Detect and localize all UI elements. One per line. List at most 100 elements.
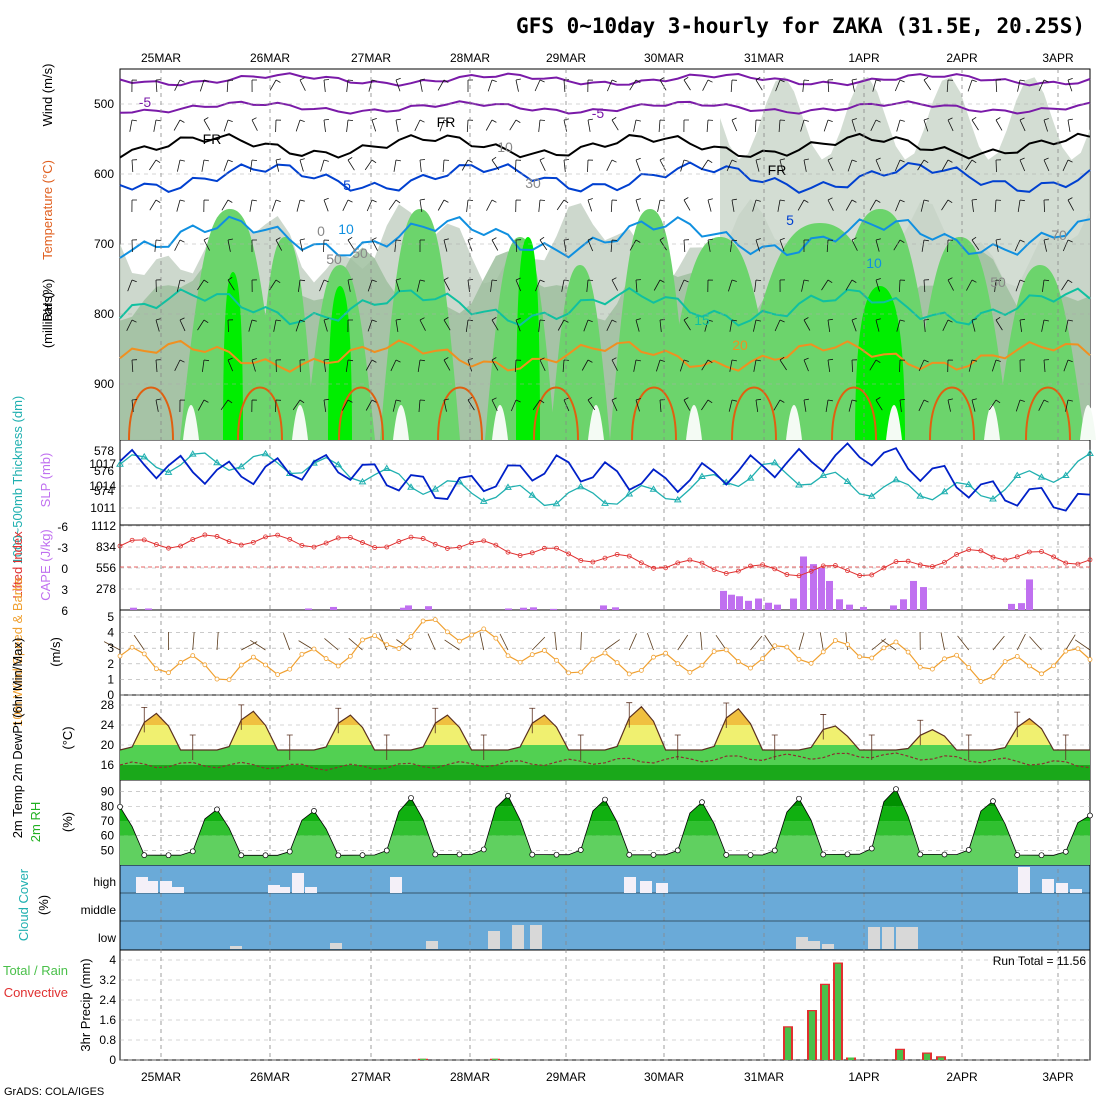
wind-barb bbox=[803, 398, 809, 412]
wind10-tick: 2 bbox=[107, 657, 114, 671]
wind-barb bbox=[827, 358, 834, 372]
wind-barb bbox=[774, 319, 785, 332]
li-marker bbox=[517, 553, 523, 558]
wind-barb bbox=[226, 79, 234, 93]
wind-barb bbox=[1043, 118, 1049, 132]
cape-label: CAPE (J/kg) bbox=[38, 529, 53, 601]
wind-barb bbox=[587, 237, 594, 252]
wind-barb bbox=[971, 199, 978, 212]
rh-marker bbox=[699, 799, 705, 806]
wind-barb bbox=[1067, 118, 1073, 132]
wind-barb bbox=[251, 117, 258, 131]
wind-barb bbox=[364, 159, 377, 171]
li-marker bbox=[457, 544, 462, 550]
cloud-low-bar bbox=[230, 946, 242, 949]
thickness-marker bbox=[552, 499, 561, 507]
temp-minmax-bar bbox=[432, 707, 439, 734]
wind10-marker bbox=[760, 656, 766, 662]
temp-minmax-bar bbox=[674, 734, 681, 760]
li-marker bbox=[481, 538, 487, 544]
wind-barb bbox=[323, 79, 330, 92]
temp-minmax-bar bbox=[529, 707, 536, 734]
wind-barb bbox=[155, 279, 162, 293]
cape-bar bbox=[728, 594, 735, 610]
wind-barb bbox=[515, 199, 522, 213]
wind-barb bbox=[323, 358, 330, 372]
wind-barb bbox=[801, 279, 809, 292]
wind-barb bbox=[606, 159, 617, 171]
date-label-top: 31MAR bbox=[744, 51, 784, 65]
slp-panel bbox=[119, 439, 1091, 526]
thickness-marker bbox=[164, 468, 173, 475]
wind-barb bbox=[826, 239, 834, 253]
wind-barb bbox=[485, 119, 497, 131]
wind10-marker bbox=[881, 645, 887, 651]
precip-total-label: Total / Rain bbox=[3, 963, 68, 978]
temp-minmax-bar bbox=[917, 719, 924, 746]
cloud-high-bar bbox=[1018, 867, 1030, 893]
li-tick: 0 bbox=[61, 562, 68, 576]
rh-marker bbox=[747, 852, 754, 858]
wind10-marker bbox=[1002, 659, 1008, 665]
wind-barb bbox=[728, 399, 737, 412]
cape-bar bbox=[530, 607, 537, 610]
wind-barb bbox=[393, 159, 401, 172]
wind10-marker bbox=[978, 679, 984, 684]
wind-barb bbox=[1019, 359, 1026, 373]
wind-barb bbox=[538, 319, 546, 332]
li-marker bbox=[954, 552, 960, 557]
wind-barb bbox=[443, 277, 451, 291]
cape-bar bbox=[920, 587, 927, 610]
wind-barb bbox=[653, 279, 665, 291]
wind-barb bbox=[1067, 78, 1073, 92]
rh-marker bbox=[214, 806, 220, 813]
temp2m-tick: 24 bbox=[101, 718, 115, 732]
wind-barb bbox=[777, 199, 785, 212]
rh-marker bbox=[189, 848, 196, 855]
thickness-marker bbox=[261, 449, 270, 457]
wind-barb bbox=[323, 398, 329, 412]
wind-barb bbox=[971, 398, 977, 412]
wind-barb bbox=[680, 159, 689, 172]
isotherm-25 bbox=[338, 386, 384, 441]
rh-marker bbox=[529, 851, 536, 858]
precip-total-bar bbox=[924, 1053, 930, 1060]
slp-tick: 1017 bbox=[89, 457, 116, 471]
wind-barb bbox=[491, 357, 499, 371]
wind-barb bbox=[323, 197, 329, 212]
rh2m-tick: 90 bbox=[101, 785, 115, 799]
wind10-marker bbox=[469, 632, 475, 638]
cape-bar bbox=[1026, 579, 1033, 610]
wind10-marker bbox=[541, 648, 547, 653]
wind-barb bbox=[803, 317, 811, 331]
wind-barb bbox=[419, 159, 426, 172]
wind10-marker bbox=[226, 677, 232, 683]
date-label-top: 1APR bbox=[848, 51, 880, 65]
cape-bar bbox=[745, 600, 752, 610]
wind-barb bbox=[629, 239, 641, 251]
wind-barb bbox=[515, 277, 522, 292]
rh-marker bbox=[723, 852, 730, 858]
wind-barb bbox=[995, 79, 1002, 93]
cape-bar bbox=[890, 605, 897, 610]
li-marker bbox=[541, 545, 547, 551]
wind-barb bbox=[296, 199, 305, 212]
wind-barb bbox=[174, 79, 185, 91]
li-marker bbox=[808, 568, 814, 574]
wind-barb bbox=[174, 359, 185, 371]
wind-barb bbox=[753, 359, 761, 372]
wind10-marker bbox=[384, 642, 390, 648]
wind-barb bbox=[728, 279, 737, 292]
rh-pocket bbox=[686, 405, 702, 440]
cape-bar bbox=[612, 607, 619, 610]
isotherm-25 bbox=[533, 386, 579, 441]
wind-barb bbox=[1015, 399, 1025, 412]
li-marker bbox=[250, 539, 256, 545]
wind-barb bbox=[947, 239, 954, 253]
wind-barb bbox=[635, 279, 642, 293]
wind-barb bbox=[510, 399, 521, 412]
wind10-marker bbox=[929, 666, 935, 672]
li-marker bbox=[214, 534, 220, 539]
cloud-low-bar bbox=[796, 937, 808, 949]
wind-barb bbox=[633, 119, 641, 132]
